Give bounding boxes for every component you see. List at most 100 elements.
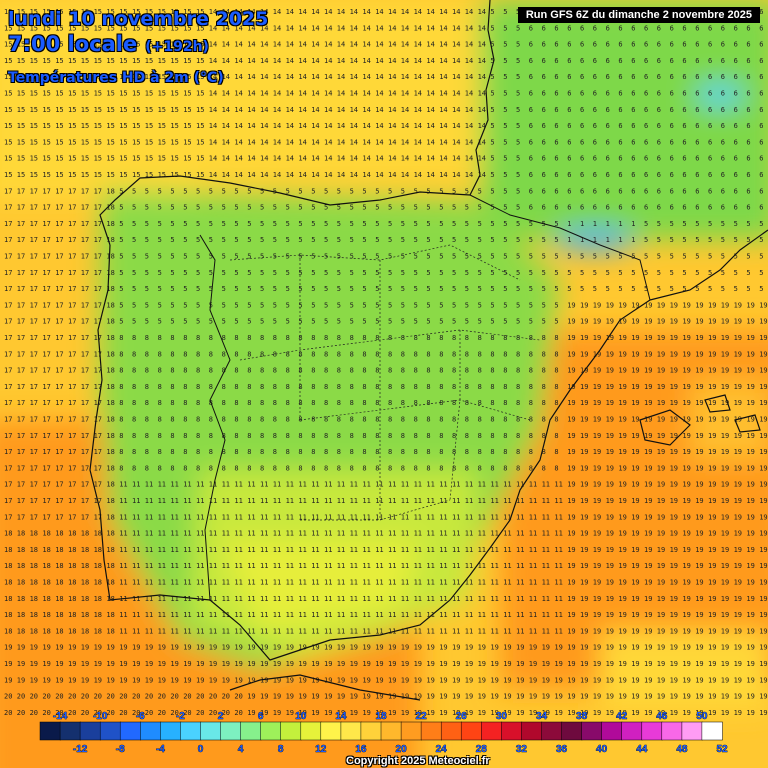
svg-text:18: 18 (30, 530, 38, 538)
svg-text:17: 17 (81, 481, 89, 489)
svg-text:5: 5 (170, 269, 174, 277)
svg-text:5: 5 (234, 220, 238, 228)
med-coast (649, 229, 768, 301)
svg-text:11: 11 (273, 595, 281, 603)
svg-text:8: 8 (478, 416, 482, 424)
svg-text:8: 8 (542, 416, 546, 424)
svg-text:5: 5 (350, 269, 354, 277)
svg-text:17: 17 (4, 448, 12, 456)
svg-text:6: 6 (708, 73, 712, 81)
svg-text:5: 5 (209, 187, 213, 195)
svg-text:8: 8 (503, 464, 507, 472)
svg-text:17: 17 (94, 513, 102, 521)
svg-text:5: 5 (375, 285, 379, 293)
svg-text:19: 19 (657, 660, 665, 668)
svg-text:1: 1 (580, 236, 584, 244)
svg-text:6: 6 (644, 41, 648, 49)
svg-text:5: 5 (503, 57, 507, 65)
svg-text:19: 19 (234, 644, 242, 652)
svg-text:6: 6 (529, 41, 533, 49)
svg-text:19: 19 (567, 383, 575, 391)
svg-text:11: 11 (375, 595, 383, 603)
svg-text:8: 8 (222, 334, 226, 342)
svg-text:20: 20 (145, 709, 153, 717)
svg-text:11: 11 (337, 481, 345, 489)
svg-text:19: 19 (529, 644, 537, 652)
svg-text:17: 17 (4, 204, 12, 212)
svg-text:19: 19 (593, 481, 601, 489)
svg-text:5: 5 (362, 236, 366, 244)
svg-text:6: 6 (554, 57, 558, 65)
svg-text:15: 15 (196, 24, 204, 32)
svg-text:20: 20 (106, 693, 114, 701)
svg-text:19: 19 (734, 579, 742, 587)
colorbar-bottom-label: 44 (636, 744, 648, 755)
svg-text:19: 19 (682, 497, 690, 505)
svg-text:5: 5 (554, 253, 558, 261)
svg-text:5: 5 (490, 285, 494, 293)
svg-text:8: 8 (503, 448, 507, 456)
svg-text:19: 19 (682, 644, 690, 652)
svg-text:17: 17 (17, 285, 25, 293)
svg-text:18: 18 (42, 562, 50, 570)
svg-text:5: 5 (580, 285, 584, 293)
svg-text:11: 11 (145, 562, 153, 570)
svg-text:6: 6 (542, 204, 546, 212)
svg-text:14: 14 (311, 155, 319, 163)
svg-text:20: 20 (196, 693, 204, 701)
svg-text:5: 5 (260, 269, 264, 277)
svg-text:14: 14 (375, 24, 383, 32)
svg-text:15: 15 (132, 106, 140, 114)
svg-text:14: 14 (439, 73, 447, 81)
svg-text:5: 5 (746, 253, 750, 261)
svg-text:20: 20 (55, 709, 63, 717)
svg-text:8: 8 (490, 334, 494, 342)
svg-text:11: 11 (145, 546, 153, 554)
svg-text:11: 11 (362, 530, 370, 538)
svg-text:20: 20 (30, 693, 38, 701)
svg-text:5: 5 (644, 220, 648, 228)
svg-text:8: 8 (158, 367, 162, 375)
svg-text:18: 18 (55, 595, 63, 603)
svg-text:17: 17 (17, 367, 25, 375)
svg-text:11: 11 (145, 627, 153, 635)
svg-text:11: 11 (234, 562, 242, 570)
svg-text:14: 14 (465, 8, 473, 16)
svg-text:19: 19 (734, 546, 742, 554)
svg-text:14: 14 (209, 57, 217, 65)
svg-text:5: 5 (452, 285, 456, 293)
svg-text:11: 11 (542, 595, 550, 603)
svg-text:11: 11 (452, 513, 460, 521)
svg-text:8: 8 (324, 432, 328, 440)
svg-text:8: 8 (337, 432, 341, 440)
svg-text:11: 11 (426, 530, 434, 538)
svg-text:14: 14 (439, 24, 447, 32)
svg-text:19: 19 (644, 627, 652, 635)
svg-text:5: 5 (362, 318, 366, 326)
svg-text:19: 19 (721, 595, 729, 603)
svg-text:11: 11 (298, 513, 306, 521)
svg-text:5: 5 (503, 220, 507, 228)
svg-text:5: 5 (337, 187, 341, 195)
svg-text:14: 14 (247, 73, 255, 81)
svg-text:19: 19 (695, 546, 703, 554)
svg-text:6: 6 (618, 204, 622, 212)
svg-text:15: 15 (132, 138, 140, 146)
svg-text:11: 11 (324, 497, 332, 505)
svg-text:6: 6 (606, 155, 610, 163)
svg-text:19: 19 (695, 579, 703, 587)
svg-text:8: 8 (490, 416, 494, 424)
svg-text:8: 8 (145, 383, 149, 391)
svg-text:11: 11 (145, 497, 153, 505)
svg-text:18: 18 (106, 269, 114, 277)
svg-text:11: 11 (260, 562, 268, 570)
svg-text:19: 19 (631, 627, 639, 635)
svg-text:11: 11 (490, 611, 498, 619)
svg-text:19: 19 (631, 693, 639, 701)
svg-text:8: 8 (350, 416, 354, 424)
svg-text:6: 6 (554, 138, 558, 146)
svg-text:8: 8 (260, 432, 264, 440)
svg-text:17: 17 (17, 334, 25, 342)
svg-text:8: 8 (119, 432, 123, 440)
svg-text:8: 8 (247, 464, 251, 472)
